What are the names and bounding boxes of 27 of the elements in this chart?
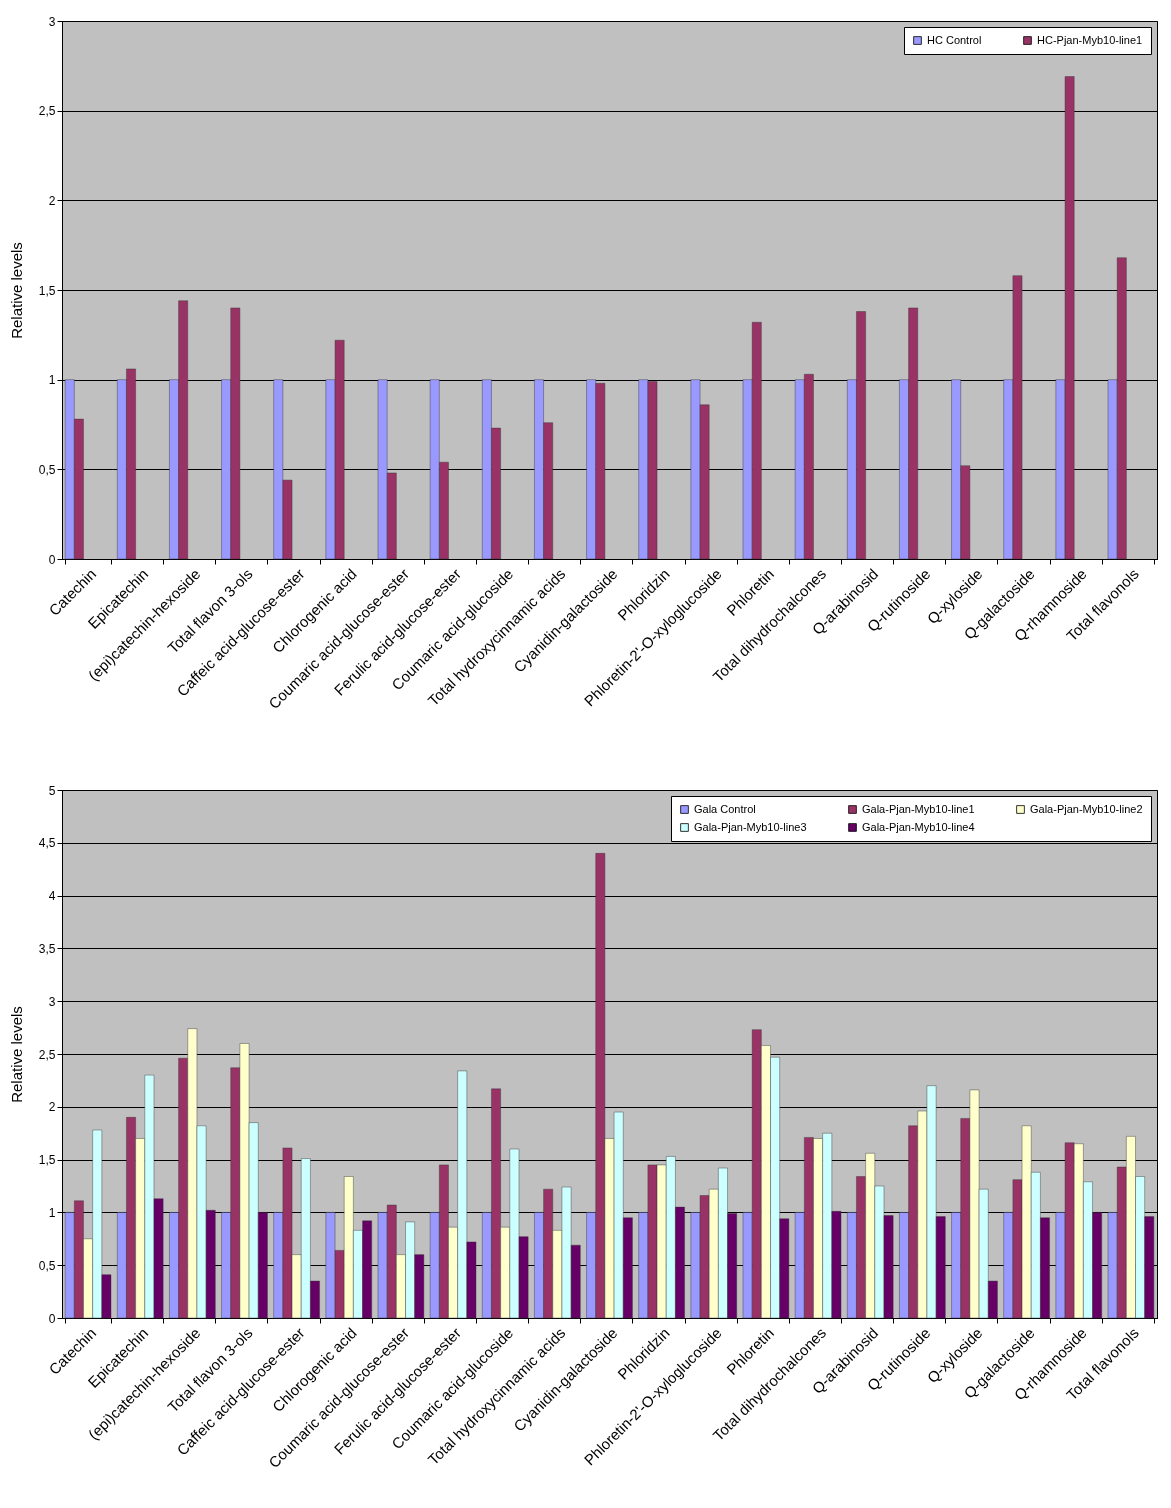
y-axis-title: Relative levels xyxy=(7,242,25,339)
y-tick-label: 0,5 xyxy=(38,1258,56,1273)
y-tick-label: 0 xyxy=(48,552,56,567)
y-tick-label: 2 xyxy=(48,1100,56,1115)
legend-label: HC Control xyxy=(927,33,982,46)
y-tick-label: 2 xyxy=(48,193,56,208)
y-axis-title: Relative levels xyxy=(7,1006,25,1103)
y-tick-label: 1,5 xyxy=(38,283,56,298)
legend-label: Gala-Pjan-Myb10-line4 xyxy=(862,820,975,833)
legend-label: HC-Pjan-Myb10-line1 xyxy=(1037,33,1143,46)
legend-label: Gala-Pjan-Myb10-line2 xyxy=(1030,802,1143,815)
y-tick-label: 0 xyxy=(48,1311,56,1326)
y-tick-label: 4,5 xyxy=(38,836,56,851)
y-tick-label: 0,5 xyxy=(38,462,56,477)
legend-label: Gala-Pjan-Myb10-line3 xyxy=(694,820,807,833)
y-tick-label: 5 xyxy=(48,783,56,798)
legend-label: Gala-Pjan-Myb10-line1 xyxy=(862,802,975,815)
y-tick-label: 3,5 xyxy=(38,941,56,956)
legend-label: Gala Control xyxy=(694,802,756,815)
y-tick-label: 1 xyxy=(48,1205,56,1220)
y-tick-label: 2,5 xyxy=(38,1047,56,1062)
y-tick-label: 3 xyxy=(48,14,56,29)
y-tick-label: 2,5 xyxy=(38,104,56,119)
y-tick-label: 3 xyxy=(48,994,56,1009)
y-tick-label: 4 xyxy=(48,889,56,904)
y-tick-label: 1,5 xyxy=(38,1153,56,1168)
y-tick-label: 1 xyxy=(48,373,56,388)
